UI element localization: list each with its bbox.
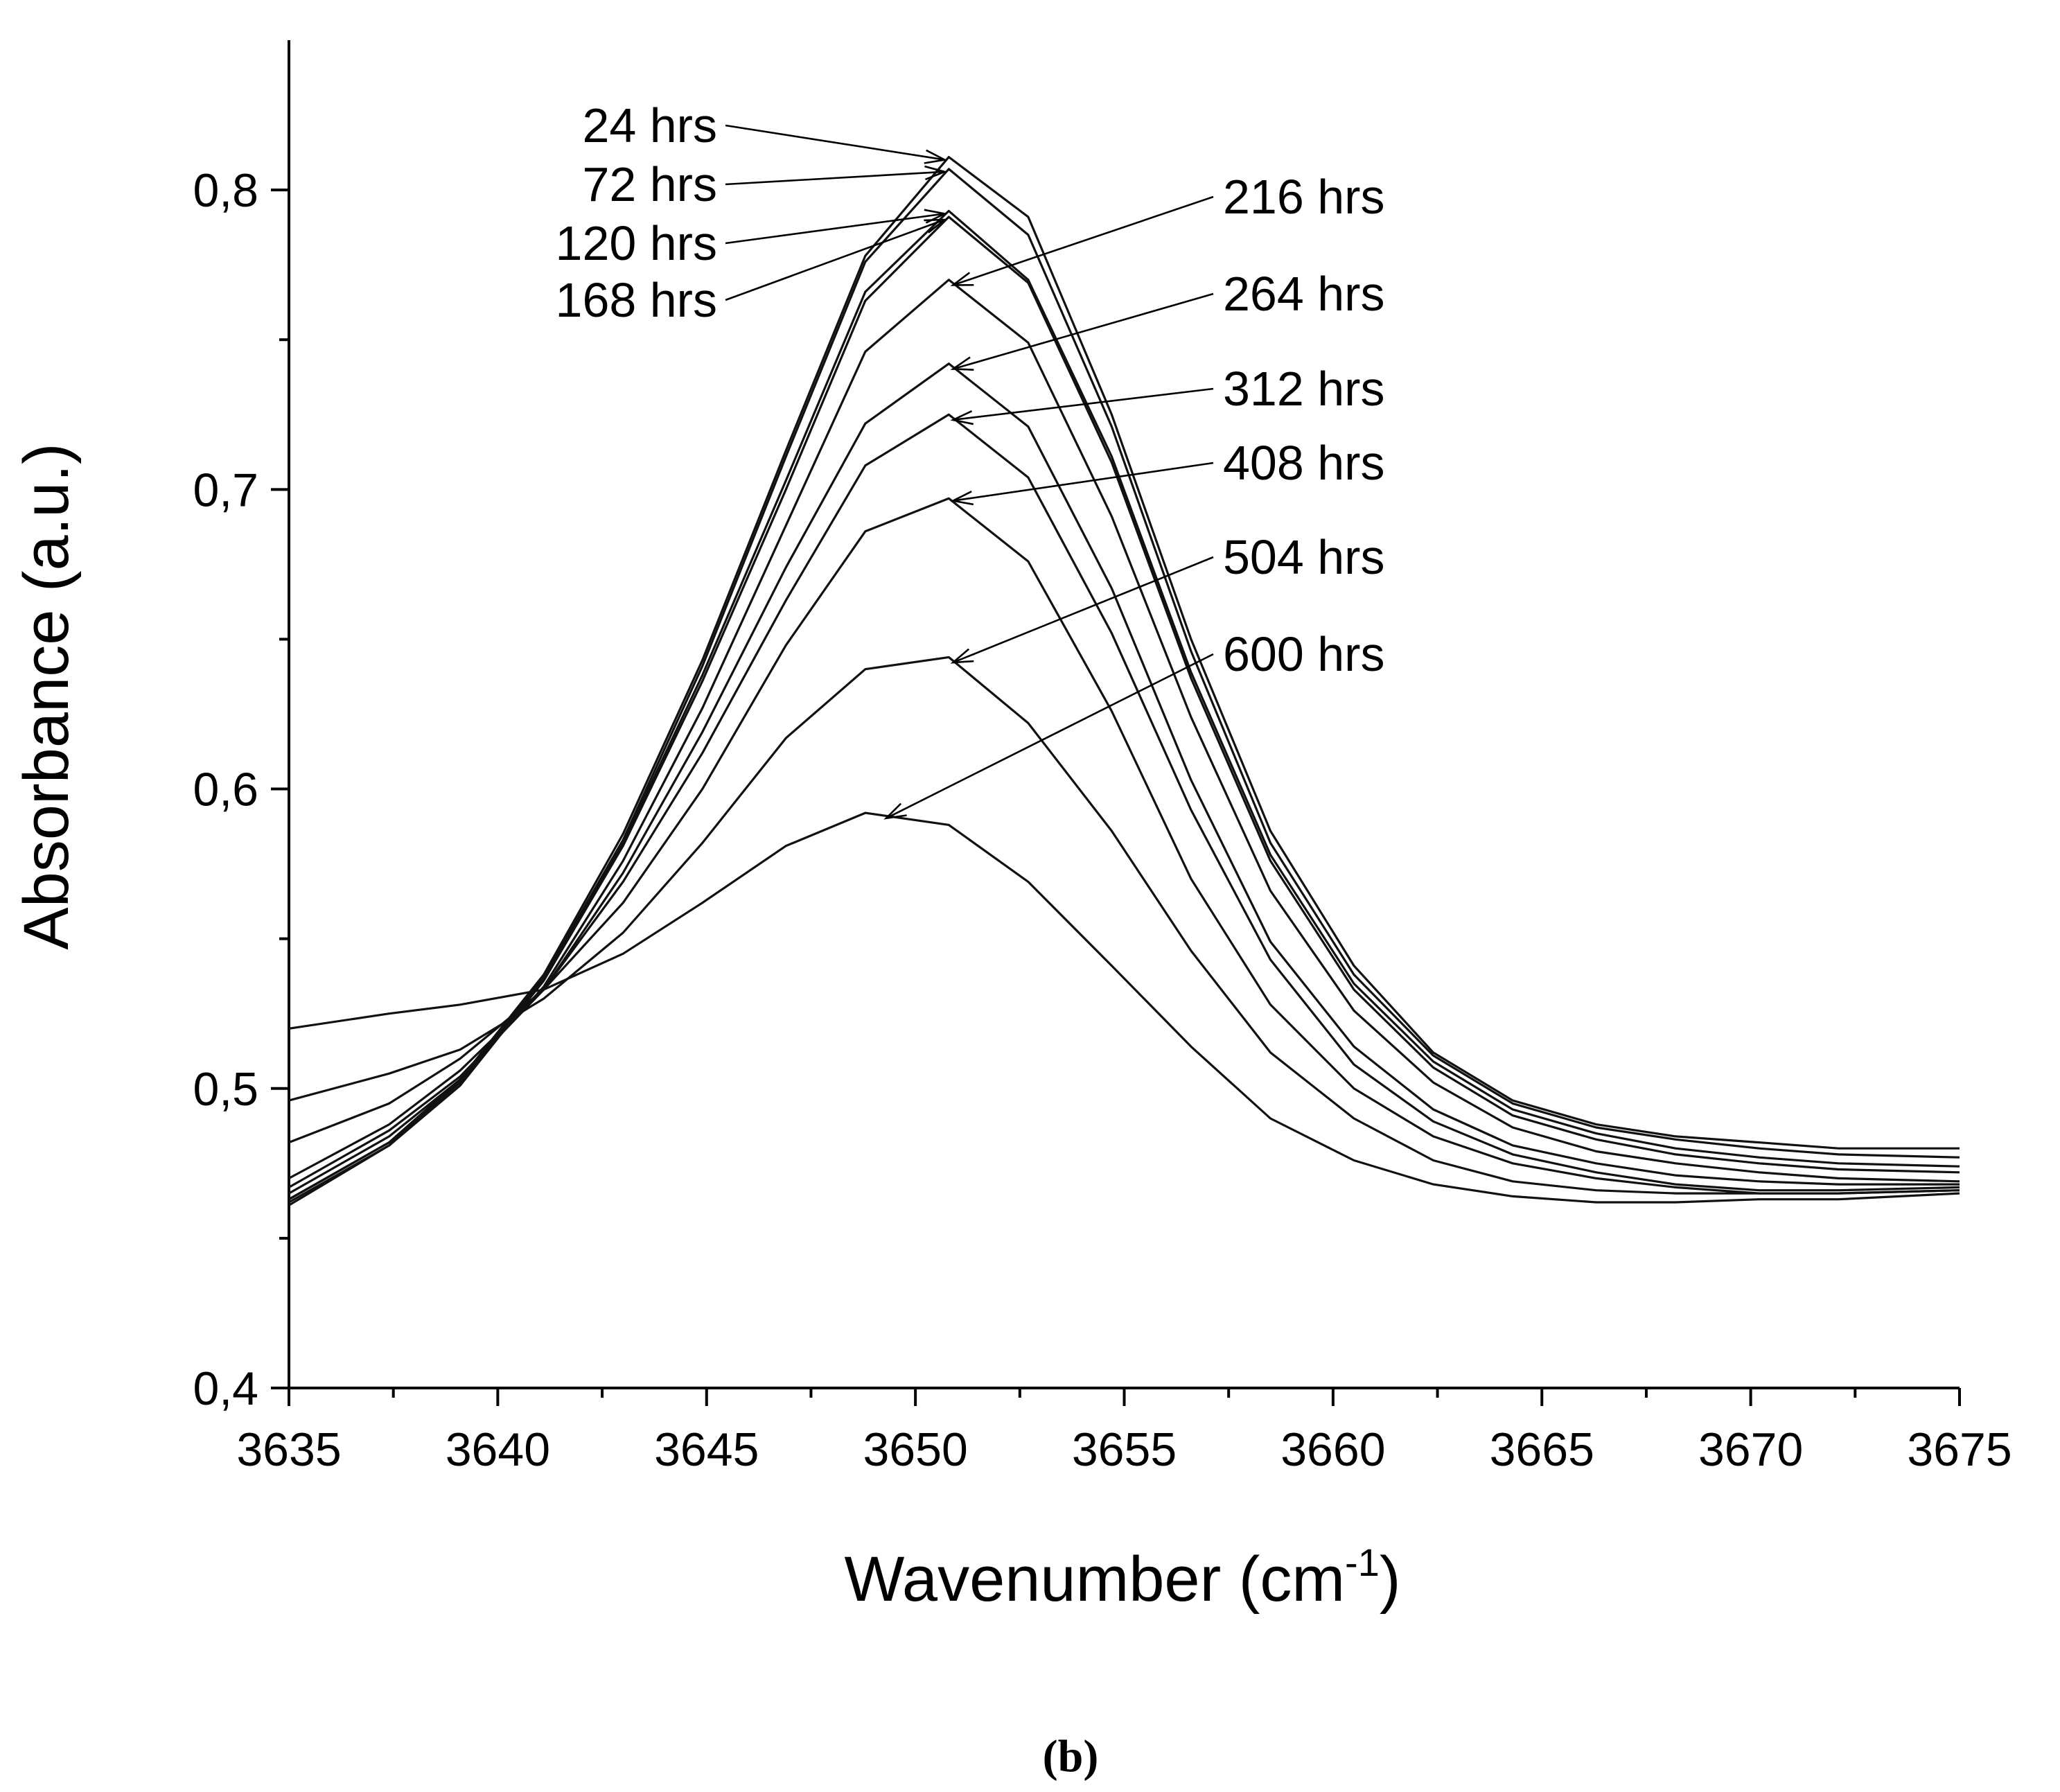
annotation-label: 600 hrs — [1223, 627, 1384, 681]
series-lines — [288, 156, 1960, 1206]
series-line-24-hrs — [288, 156, 1960, 1201]
series-line-264-hrs — [288, 362, 1960, 1188]
y-ticks: 0,4 0,5 0,6 0,7 0,8 — [193, 164, 289, 1415]
x-tick-label: 3655 — [1072, 1423, 1177, 1476]
series-line-72-hrs — [288, 168, 1960, 1206]
series-line-168-hrs — [288, 216, 1960, 1201]
annotation-label: 264 hrs — [1223, 267, 1384, 321]
annotation-leader — [725, 218, 945, 301]
annotation-leader — [953, 462, 1214, 502]
annotation-arrowhead — [950, 356, 974, 371]
series-line-120-hrs — [288, 209, 1960, 1204]
annotation-label: 120 hrs — [556, 216, 717, 270]
y-axis-title: Absorbance (a.u.) — [11, 443, 82, 949]
series-line-408-hrs — [288, 497, 1960, 1195]
panel-label: (b) — [1043, 1731, 1099, 1782]
x-tick-label: 3675 — [1907, 1423, 2011, 1476]
annotation-arrowhead — [950, 272, 974, 286]
y-tick-label: 0,8 — [193, 164, 258, 217]
annotation-leader — [952, 556, 1214, 664]
x-axis-title-superscript: -1 — [1345, 1540, 1380, 1584]
annotation-leader — [952, 195, 1214, 286]
y-tick-label: 0,5 — [193, 1063, 258, 1116]
annotation-label: 72 hrs — [582, 157, 717, 211]
annotation-label: 168 hrs — [556, 273, 717, 327]
annotation-label: 312 hrs — [1223, 362, 1384, 416]
x-tick-label: 3665 — [1490, 1423, 1594, 1476]
x-tick-label: 3670 — [1698, 1423, 1803, 1476]
annotation-leader — [886, 653, 1214, 819]
annotation-arrowhead — [950, 491, 974, 506]
annotation-leader — [953, 387, 1214, 421]
y-tick-label: 0,6 — [193, 764, 258, 816]
series-line-600-hrs — [288, 811, 1960, 1204]
x-tick-label: 3650 — [863, 1423, 967, 1476]
y-tick-label: 0,4 — [193, 1362, 258, 1415]
annotation-leader — [725, 170, 945, 186]
x-tick-label: 3635 — [236, 1423, 341, 1476]
annotation-arrowhead — [950, 648, 974, 664]
annotation-label: 504 hrs — [1223, 530, 1384, 584]
x-axis-title-close: ) — [1380, 1544, 1401, 1615]
annotation-leader — [952, 292, 1214, 370]
annotation-leader — [725, 213, 945, 245]
x-ticks: 3635 3640 3645 3650 3655 3660 3665 3670 3675 — [236, 1388, 2012, 1476]
series-line-216-hrs — [288, 279, 1960, 1195]
annotation-arrowhead — [924, 165, 948, 181]
x-axis-title: Wavenumber (cm-1) — [845, 1540, 1401, 1615]
annotation-arrowhead — [924, 149, 948, 164]
y-tick-label: 0,7 — [193, 464, 258, 516]
annotation-label: 408 hrs — [1223, 436, 1384, 490]
series-line-312-hrs — [288, 413, 1960, 1192]
annotation-arrowhead — [950, 410, 974, 425]
x-tick-label: 3660 — [1280, 1423, 1385, 1476]
annotation-leader — [725, 124, 945, 161]
annotation-arrowhead — [924, 218, 948, 234]
x-tick-label: 3645 — [654, 1423, 759, 1476]
x-tick-label: 3640 — [446, 1423, 550, 1476]
annotation-label: 24 hrs — [582, 98, 717, 152]
annotation-arrowhead — [883, 802, 907, 820]
annotation-label: 216 hrs — [1223, 170, 1384, 224]
x-axis-title-main: Wavenumber (cm — [845, 1544, 1346, 1615]
